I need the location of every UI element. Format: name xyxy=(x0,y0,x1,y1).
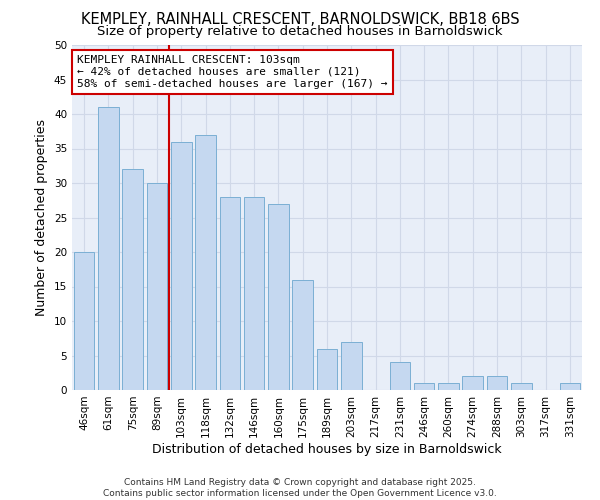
Text: Contains HM Land Registry data © Crown copyright and database right 2025.
Contai: Contains HM Land Registry data © Crown c… xyxy=(103,478,497,498)
Bar xyxy=(268,204,289,390)
Bar xyxy=(171,142,191,390)
Bar xyxy=(389,362,410,390)
Bar xyxy=(146,183,167,390)
Bar xyxy=(438,383,459,390)
Bar xyxy=(487,376,508,390)
Text: Size of property relative to detached houses in Barnoldswick: Size of property relative to detached ho… xyxy=(97,25,503,38)
Bar xyxy=(341,342,362,390)
Bar xyxy=(317,348,337,390)
Bar xyxy=(511,383,532,390)
Bar xyxy=(560,383,580,390)
Bar xyxy=(122,169,143,390)
Bar xyxy=(414,383,434,390)
Bar xyxy=(195,134,216,390)
Text: KEMPLEY, RAINHALL CRESCENT, BARNOLDSWICK, BB18 6BS: KEMPLEY, RAINHALL CRESCENT, BARNOLDSWICK… xyxy=(80,12,520,28)
X-axis label: Distribution of detached houses by size in Barnoldswick: Distribution of detached houses by size … xyxy=(152,442,502,456)
Bar xyxy=(74,252,94,390)
Bar xyxy=(292,280,313,390)
Y-axis label: Number of detached properties: Number of detached properties xyxy=(35,119,49,316)
Text: KEMPLEY RAINHALL CRESCENT: 103sqm
← 42% of detached houses are smaller (121)
58%: KEMPLEY RAINHALL CRESCENT: 103sqm ← 42% … xyxy=(77,56,388,88)
Bar xyxy=(463,376,483,390)
Bar xyxy=(244,197,265,390)
Bar xyxy=(220,197,240,390)
Bar xyxy=(98,107,119,390)
